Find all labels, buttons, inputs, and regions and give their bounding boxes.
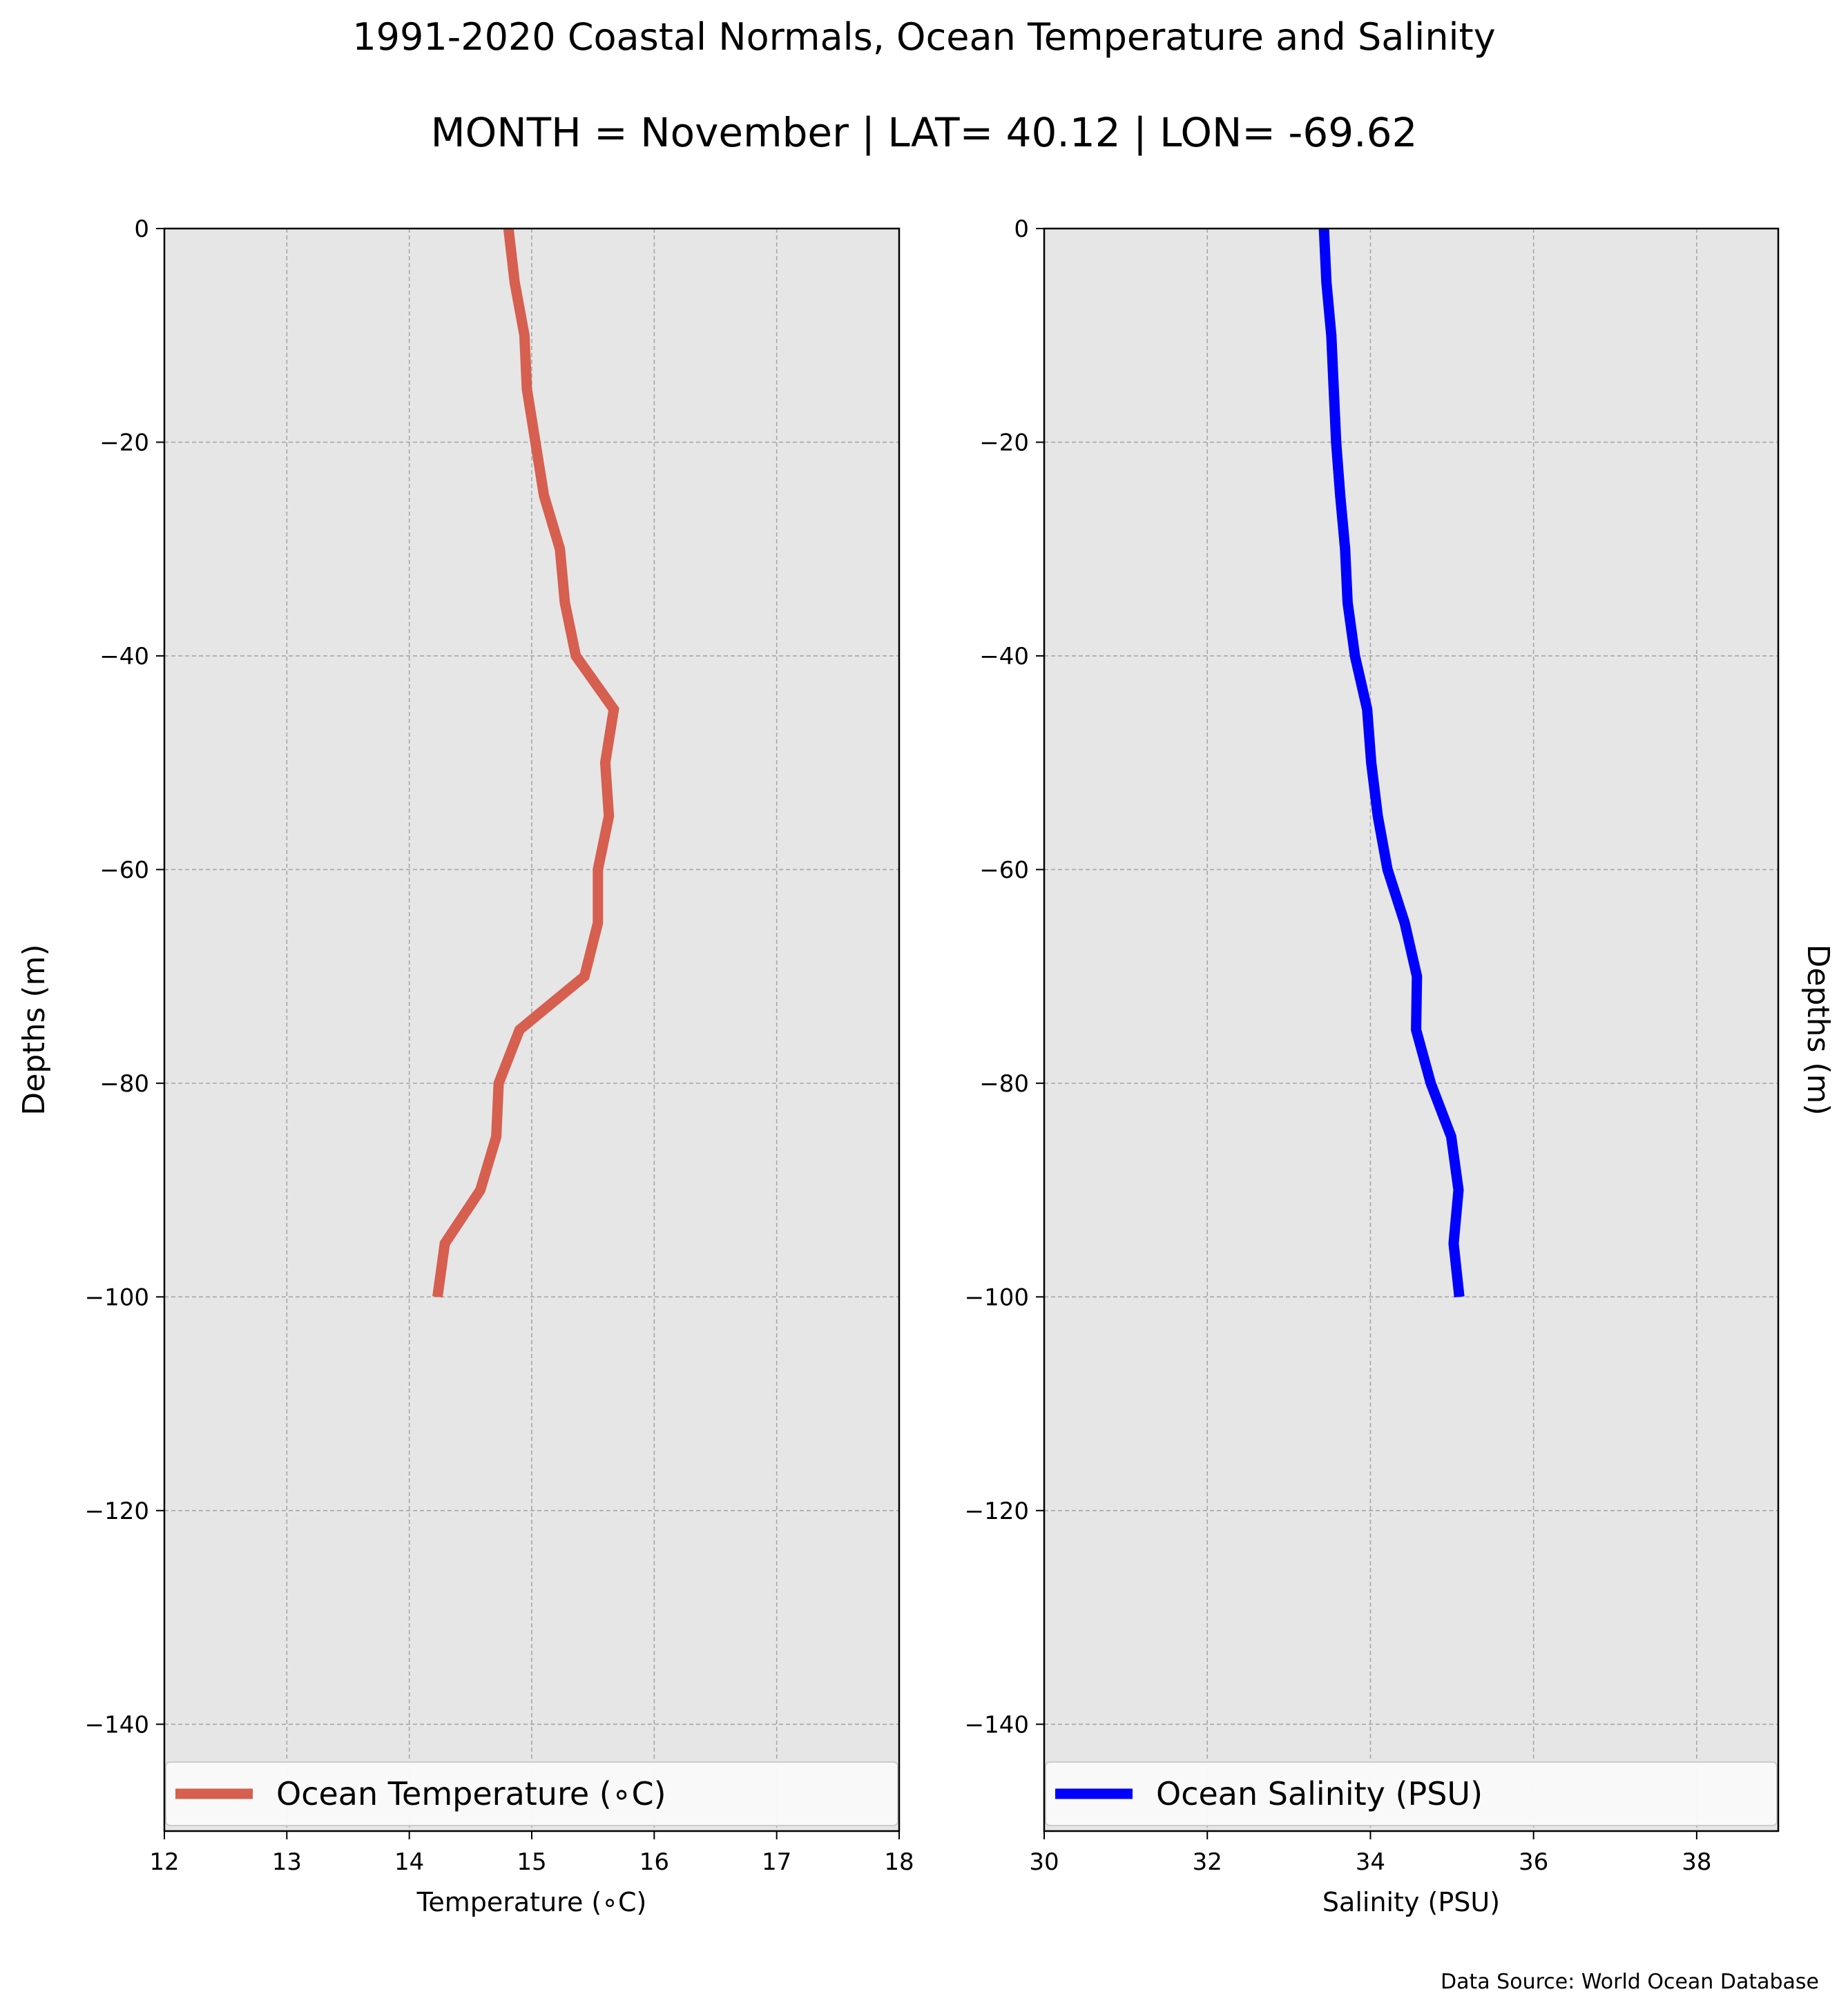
x-tick-label: 32 [1193, 1848, 1222, 1876]
salinity-panel: Ocean Salinity (PSU) 30 32 34 36 38 0 −20 −40 −60… [965, 215, 1836, 1917]
x-tick-label: 16 [639, 1848, 669, 1876]
y-axis-label: Depths (m) [1800, 944, 1836, 1115]
y-tick-label: −100 [85, 1284, 149, 1311]
y-tick-label: −80 [99, 1070, 149, 1098]
y-tick-label: −140 [965, 1711, 1029, 1739]
x-tick-label: 14 [394, 1848, 424, 1876]
x-tick-label: 30 [1029, 1848, 1059, 1876]
x-tick-label: 18 [884, 1848, 914, 1876]
legend: Ocean Temperature (∘C) [165, 1761, 898, 1826]
legend-label: Ocean Temperature (∘C) [276, 1775, 666, 1812]
x-tick-label: 36 [1519, 1848, 1548, 1876]
series-line [432, 228, 619, 1298]
x-tick-label: 34 [1356, 1848, 1385, 1876]
x-tick-label: 15 [517, 1848, 546, 1876]
y-tick-label: 0 [134, 215, 149, 243]
series-line [1318, 228, 1465, 1298]
legend-box [165, 1761, 898, 1826]
axes-frame [1043, 227, 1780, 1832]
y-tick-label: −40 [979, 643, 1029, 670]
chart-title: 1991-2020 Coastal Normals, Ocean Tempera… [352, 15, 1495, 59]
y-axis-label: Depths (m) [17, 944, 52, 1115]
legend-label: Ocean Salinity (PSU) [1156, 1775, 1483, 1812]
y-tick-label: −100 [965, 1284, 1029, 1311]
y-tick-label: −120 [965, 1498, 1029, 1525]
legend: Ocean Salinity (PSU) [1045, 1761, 1778, 1826]
chart-subtitle: MONTH = November | LAT= 40.12 | LON= -69… [431, 109, 1418, 156]
y-tick-label: −60 [99, 856, 149, 884]
y-tick-label: −20 [99, 429, 149, 456]
data-source-note: Data Source: World Ocean Database [1441, 1970, 1819, 1994]
x-tick-label: 13 [272, 1848, 302, 1876]
temperature-panel: Ocean Temperature (∘C) 12 13 14 15 16 17 18 0 −20… [17, 215, 914, 1917]
y-tick-label: −80 [979, 1070, 1029, 1098]
x-axis-label: Salinity (PSU) [1322, 1887, 1500, 1917]
y-tick-label: −140 [85, 1711, 149, 1739]
x-tick-label: 17 [762, 1848, 791, 1876]
y-tick-label: −60 [979, 856, 1029, 884]
x-tick-label: 12 [149, 1848, 179, 1876]
y-tick-label: 0 [1014, 215, 1029, 243]
x-axis-label: Temperature (∘C) [416, 1887, 647, 1917]
legend-box [1045, 1761, 1778, 1826]
x-tick-label: 38 [1682, 1848, 1711, 1876]
y-tick-label: −120 [85, 1498, 149, 1525]
y-tick-label: −20 [979, 429, 1029, 456]
y-tick-label: −40 [99, 643, 149, 670]
